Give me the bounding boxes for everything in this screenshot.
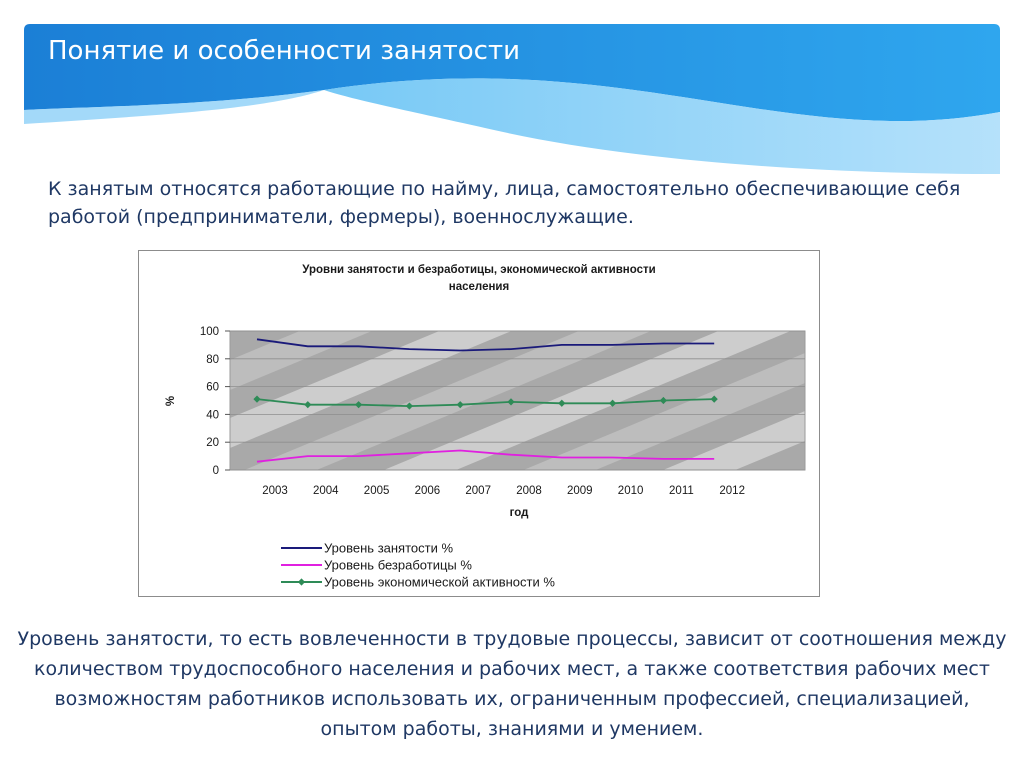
series-1 xyxy=(256,338,715,352)
plot-bands xyxy=(230,331,805,470)
series-line xyxy=(256,338,715,352)
plot-band xyxy=(383,331,791,470)
y-tick-label: 60 xyxy=(206,382,219,394)
x-tick-label: 2010 xyxy=(618,485,644,497)
banner-wave-graphic xyxy=(24,24,1000,174)
y-tick-label: 40 xyxy=(206,409,219,421)
x-tick-label: 2006 xyxy=(415,485,441,497)
y-tick-label: 20 xyxy=(206,437,219,449)
series-2 xyxy=(256,449,715,463)
x-tick-label: 2004 xyxy=(313,485,339,497)
x-axis-label: год xyxy=(510,507,530,519)
series-layer xyxy=(253,338,718,463)
y-axis-ticks: 0 20 40 60 80 100 xyxy=(200,326,805,477)
series-line xyxy=(256,449,715,463)
chart-legend: Уровень занятости % Уровень безработицы %… xyxy=(281,541,555,590)
plot-band xyxy=(244,331,652,470)
chart-title-line-1: Уровни занятости и безработицы, экономич… xyxy=(302,264,655,276)
y-tick-label: 0 xyxy=(213,465,219,477)
plot-band xyxy=(230,331,512,448)
series-line xyxy=(256,398,715,407)
y-tick-label: 100 xyxy=(200,326,219,338)
chart-title-line-2: населения xyxy=(449,281,509,293)
title-banner xyxy=(24,24,1000,174)
legend-label: Уровень экономической активности % xyxy=(324,575,555,590)
x-tick-label: 2008 xyxy=(516,485,542,497)
x-tick-label: 2003 xyxy=(262,485,288,497)
conclusion-paragraph: Уровень занятости, то есть вовлеченности… xyxy=(17,628,1007,740)
employment-chart: Уровни занятости и безработицы, экономич… xyxy=(138,250,820,597)
data-point xyxy=(659,396,667,405)
y-tick-label: 80 xyxy=(206,354,219,366)
x-tick-label: 2012 xyxy=(719,485,745,497)
x-tick-label: 2005 xyxy=(364,485,390,497)
x-axis-ticks: 2003 2004 2005 2006 2007 2008 2009 2010 2011 2012 xyxy=(262,485,745,497)
data-point xyxy=(405,402,413,410)
legend-label: Уровень занятости % xyxy=(324,541,453,556)
plot-band xyxy=(523,353,805,470)
legend-marker xyxy=(297,578,306,586)
intro-paragraph: К занятым относятся работающие по найму,… xyxy=(48,178,961,228)
plot-band xyxy=(663,411,805,470)
legend-label: Уровень безработицы % xyxy=(324,558,472,573)
slide-title: Понятие и особенности занятости xyxy=(48,36,520,66)
data-point xyxy=(710,395,718,403)
x-tick-label: 2009 xyxy=(567,485,593,497)
x-tick-label: 2007 xyxy=(465,485,491,497)
data-point xyxy=(609,399,617,407)
plot-area xyxy=(229,330,806,471)
x-tick-label: 2011 xyxy=(669,485,694,497)
y-axis-label: % xyxy=(165,396,177,406)
chart-canvas: Уровни занятости и безработицы, экономич… xyxy=(165,264,806,590)
